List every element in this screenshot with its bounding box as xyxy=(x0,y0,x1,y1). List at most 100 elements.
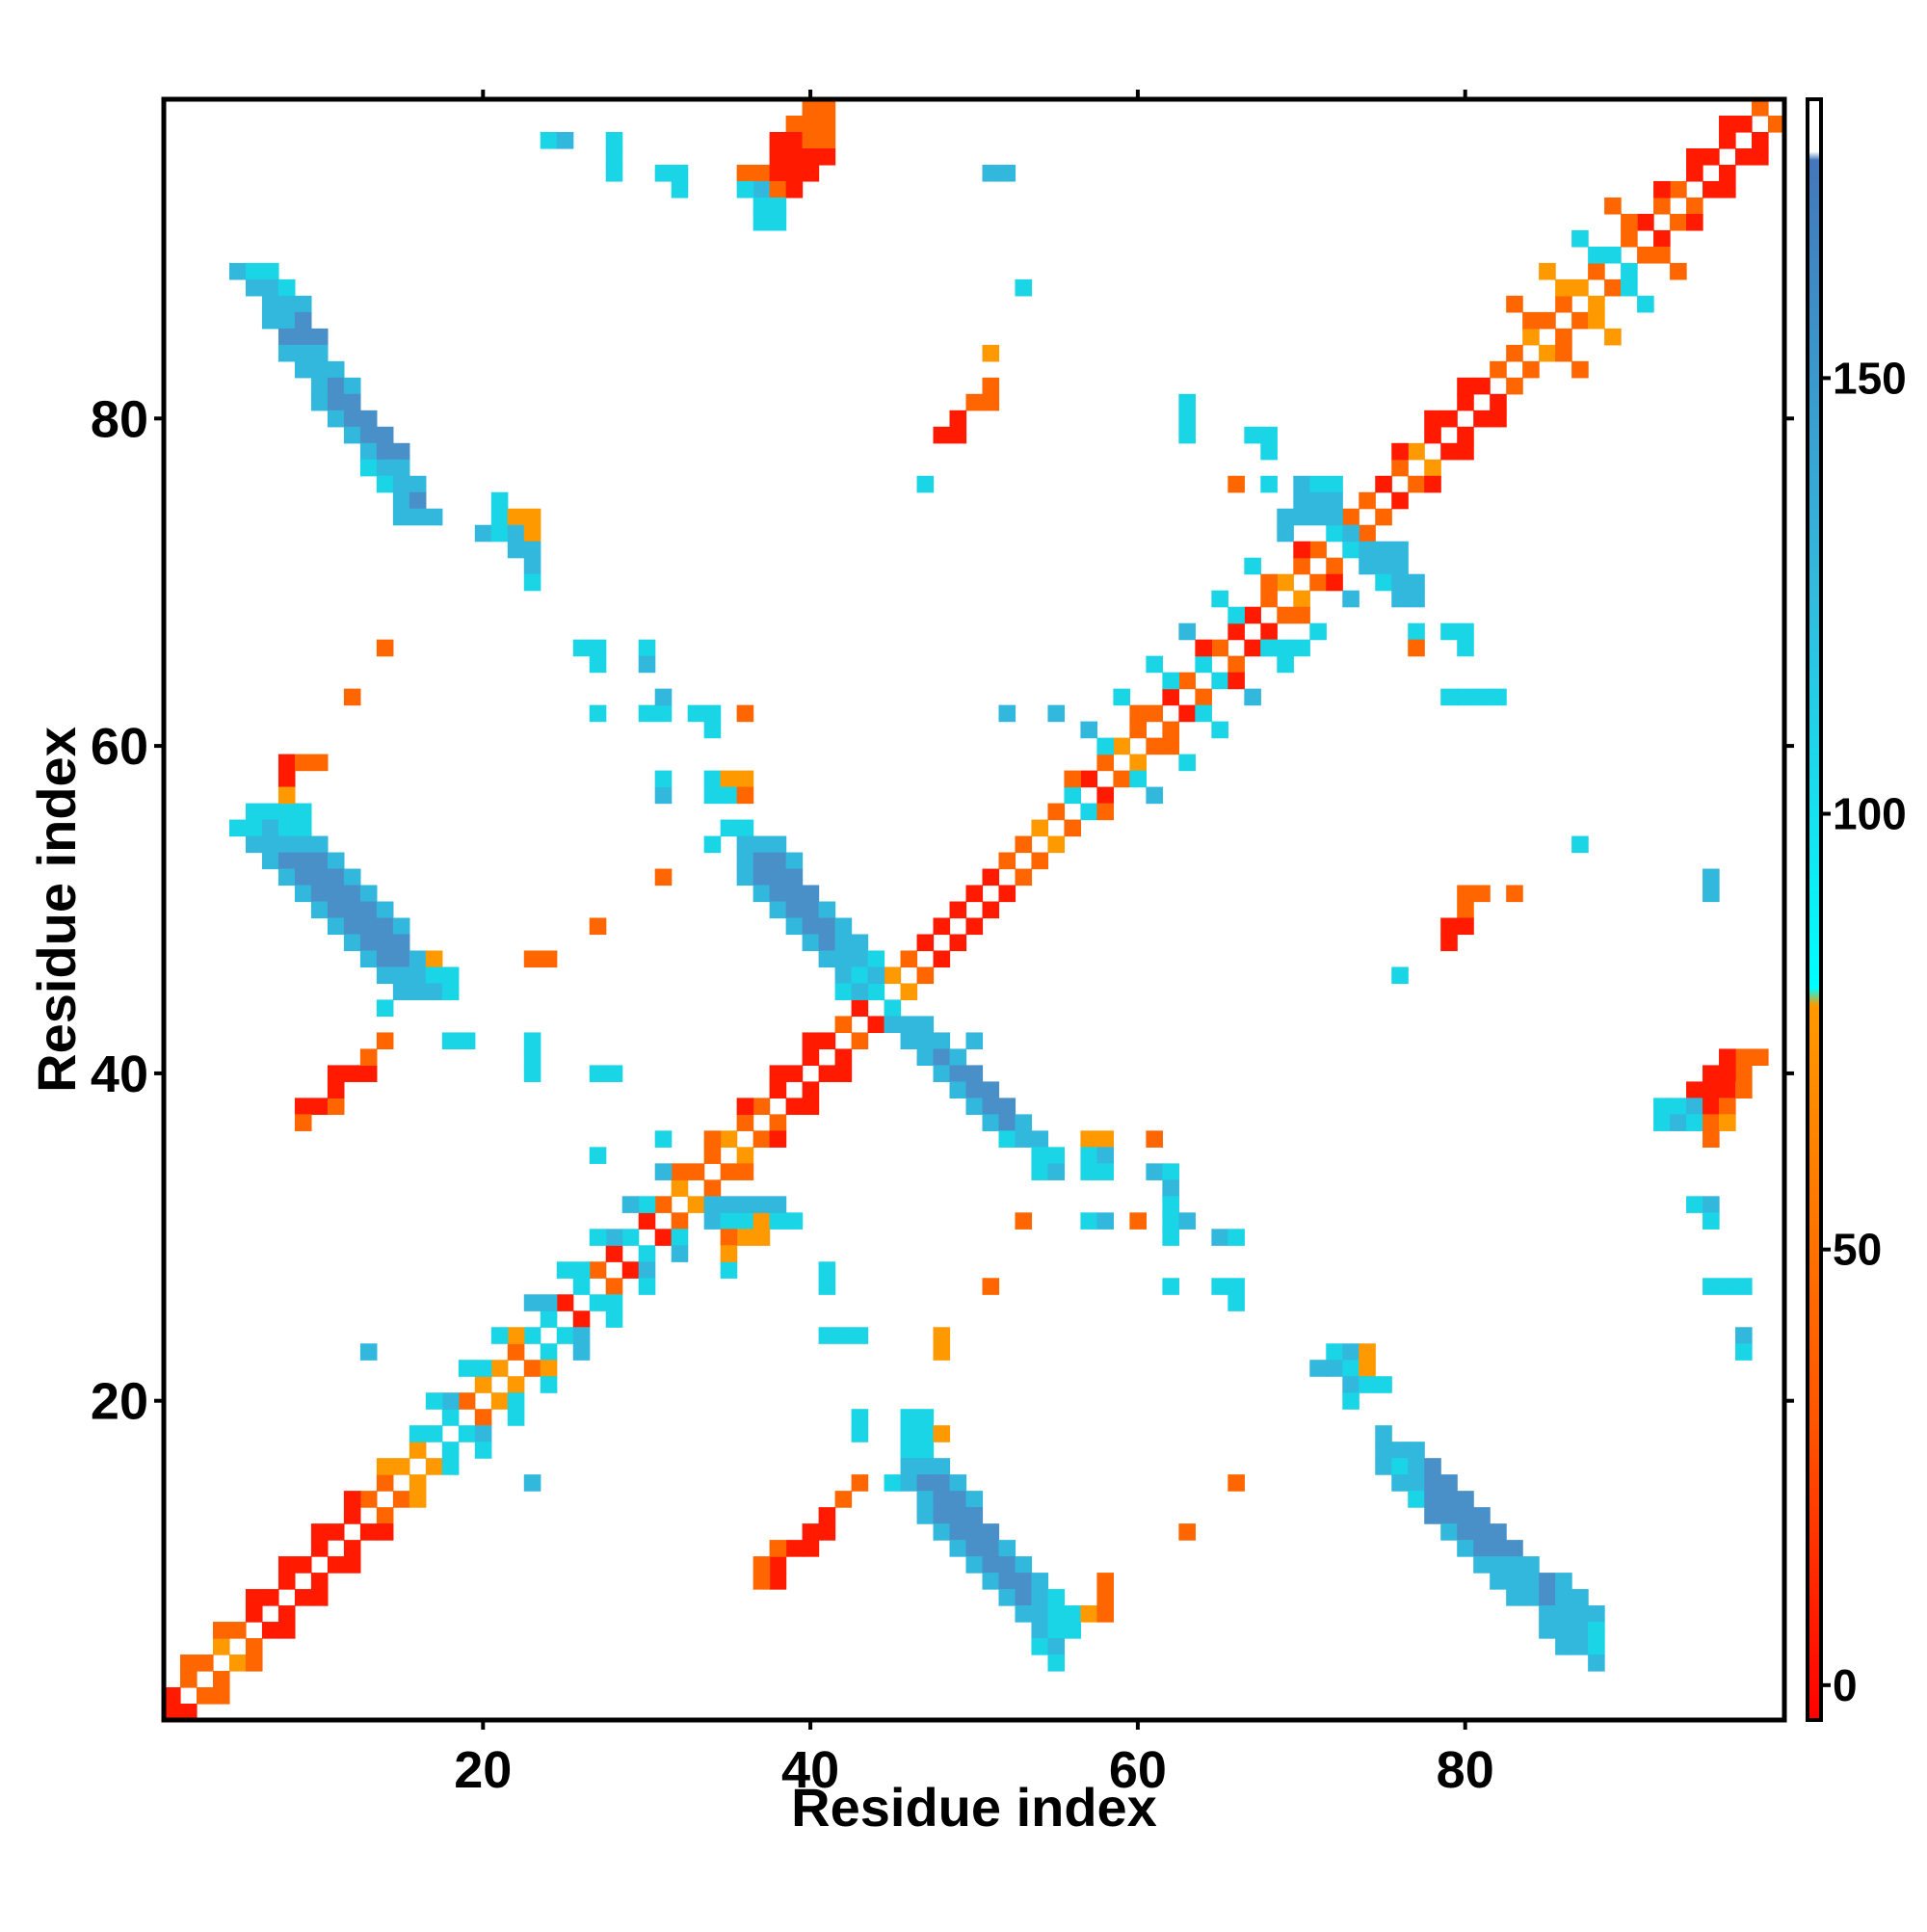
heatmap-cell xyxy=(621,1261,640,1279)
heatmap-cell xyxy=(982,377,1000,395)
heatmap-cell xyxy=(638,1261,656,1279)
heatmap-cell xyxy=(785,901,804,919)
heatmap-cell xyxy=(294,835,312,854)
heatmap-cell xyxy=(1326,491,1343,510)
heatmap-cell xyxy=(1359,557,1376,575)
heatmap-cell xyxy=(261,819,279,837)
heatmap-cell xyxy=(1244,426,1261,444)
heatmap-cell xyxy=(572,639,591,657)
heatmap-cell xyxy=(523,541,541,559)
heatmap-cell xyxy=(802,1032,820,1050)
heatmap-cell xyxy=(1326,1343,1343,1361)
heatmap-cell xyxy=(769,1540,787,1557)
heatmap-cell xyxy=(1670,1114,1687,1131)
heatmap-cell xyxy=(572,1278,591,1295)
heatmap-cell xyxy=(720,1163,738,1180)
heatmap-cell xyxy=(1178,704,1196,723)
heatmap-cell xyxy=(1178,410,1196,428)
heatmap-cell xyxy=(1129,754,1147,772)
heatmap-cell xyxy=(1703,1065,1720,1082)
heatmap-cell xyxy=(1424,1474,1441,1492)
heatmap-cell xyxy=(589,1065,607,1082)
heatmap-cell xyxy=(1031,1589,1049,1606)
heatmap-cell xyxy=(1277,606,1294,624)
heatmap-cell xyxy=(900,1474,918,1492)
heatmap-cell xyxy=(900,983,918,1001)
heatmap-cell xyxy=(1326,524,1343,543)
heatmap-cell xyxy=(802,885,820,903)
heatmap-cell xyxy=(1146,1130,1163,1148)
heatmap-cell xyxy=(409,1442,427,1459)
heatmap-cell xyxy=(392,1491,410,1508)
heatmap-cell xyxy=(1719,164,1736,182)
heatmap-cell xyxy=(1080,770,1098,788)
heatmap-cell xyxy=(540,1360,558,1377)
heatmap-cell xyxy=(490,1360,509,1377)
heatmap-cell xyxy=(1555,295,1572,313)
heatmap-cell xyxy=(1031,852,1049,870)
heatmap-cell xyxy=(409,508,427,526)
heatmap-cell xyxy=(556,1294,574,1311)
heatmap-cell xyxy=(720,1130,738,1148)
heatmap-cell xyxy=(1342,1360,1359,1377)
heatmap-cell xyxy=(1424,410,1441,428)
heatmap-cell xyxy=(998,1556,1016,1574)
heatmap-cell xyxy=(523,1032,541,1050)
heatmap-cell xyxy=(409,475,427,493)
heatmap-cell xyxy=(949,1540,967,1557)
heatmap-cell xyxy=(1522,1556,1540,1574)
heatmap-cell xyxy=(1735,1081,1753,1098)
heatmap-cell xyxy=(1375,1425,1392,1442)
heatmap-cell xyxy=(1588,311,1605,330)
heatmap-cell xyxy=(1424,459,1441,477)
heatmap-cell xyxy=(654,704,673,723)
heatmap-cell xyxy=(720,786,738,805)
heatmap-cell xyxy=(1227,655,1245,674)
heatmap-cell xyxy=(310,360,329,379)
heatmap-cell xyxy=(327,1523,345,1541)
heatmap-cell xyxy=(1588,1654,1605,1672)
heatmap-cell xyxy=(277,328,296,346)
heatmap-cell xyxy=(752,1098,771,1115)
heatmap-cell xyxy=(1227,606,1245,624)
heatmap-cell xyxy=(1604,278,1622,297)
heatmap-cell xyxy=(1719,1081,1736,1098)
heatmap-cell xyxy=(1162,672,1179,690)
heatmap-cell xyxy=(785,131,804,149)
heatmap-cell xyxy=(327,1065,345,1082)
heatmap-cell xyxy=(327,1081,345,1098)
heatmap-cell xyxy=(1178,622,1196,641)
heatmap-cell xyxy=(1440,1491,1458,1508)
heatmap-cell xyxy=(1703,1130,1720,1148)
heatmap-cell xyxy=(1457,885,1474,903)
heatmap-cell xyxy=(998,852,1016,870)
heatmap-cell xyxy=(982,868,1000,887)
heatmap-cell xyxy=(359,1048,378,1066)
heatmap-cell xyxy=(916,1474,935,1492)
heatmap-cell xyxy=(1473,410,1491,428)
heatmap-cell xyxy=(441,1442,460,1459)
heatmap-cell xyxy=(638,1196,656,1213)
heatmap-cell xyxy=(1473,688,1491,706)
heatmap-cell xyxy=(523,1065,541,1082)
heatmap-cell xyxy=(507,1392,525,1410)
heatmap-cell xyxy=(949,1474,967,1492)
heatmap-cell xyxy=(933,1523,951,1541)
heatmap-cell xyxy=(556,1327,574,1344)
heatmap-cell xyxy=(785,1212,804,1230)
heatmap-cell xyxy=(261,278,279,297)
heatmap-cell xyxy=(1670,262,1687,280)
heatmap-cell xyxy=(1015,1556,1033,1574)
heatmap-cell xyxy=(982,393,1000,411)
heatmap-cell xyxy=(1080,1163,1098,1180)
heatmap-cell xyxy=(1473,1507,1491,1524)
heatmap-cell xyxy=(523,950,541,968)
heatmap-cell xyxy=(376,1032,394,1050)
heatmap-cell xyxy=(802,1523,820,1541)
heatmap-cell xyxy=(1096,786,1115,805)
heatmap-cell xyxy=(310,377,329,395)
heatmap-cell xyxy=(277,835,296,854)
heatmap-cell xyxy=(490,491,509,510)
heatmap-cell xyxy=(474,1376,492,1393)
heatmap-cell xyxy=(1391,442,1409,461)
